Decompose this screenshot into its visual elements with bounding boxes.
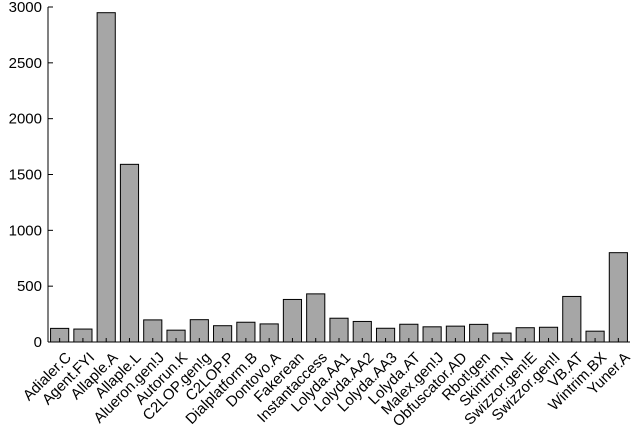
y-tick-label: 1500	[9, 167, 42, 184]
y-tick-label: 1000	[9, 222, 42, 239]
bar-allaple-l	[119, 163, 140, 343]
bar-fakerean	[282, 298, 303, 343]
bar-instantaccess	[306, 293, 326, 343]
bar-vb-at	[562, 295, 582, 343]
y-axis-ticks: 0 500 1000 1500 2000 2500 3000	[9, 0, 53, 351]
bars	[50, 12, 628, 343]
y-tick-label: 3000	[9, 0, 42, 16]
y-tick-label: 2000	[9, 111, 42, 128]
bar-allaple-a	[96, 12, 116, 343]
y-tick-label: 0	[34, 334, 42, 351]
y-tick-label: 500	[17, 278, 42, 295]
bar-yuner-a	[608, 252, 628, 343]
y-tick-label: 2500	[9, 55, 42, 72]
x-axis-labels: Adialer.CAgent.FYIAllaple.AAllaple.LAlue…	[20, 338, 634, 429]
